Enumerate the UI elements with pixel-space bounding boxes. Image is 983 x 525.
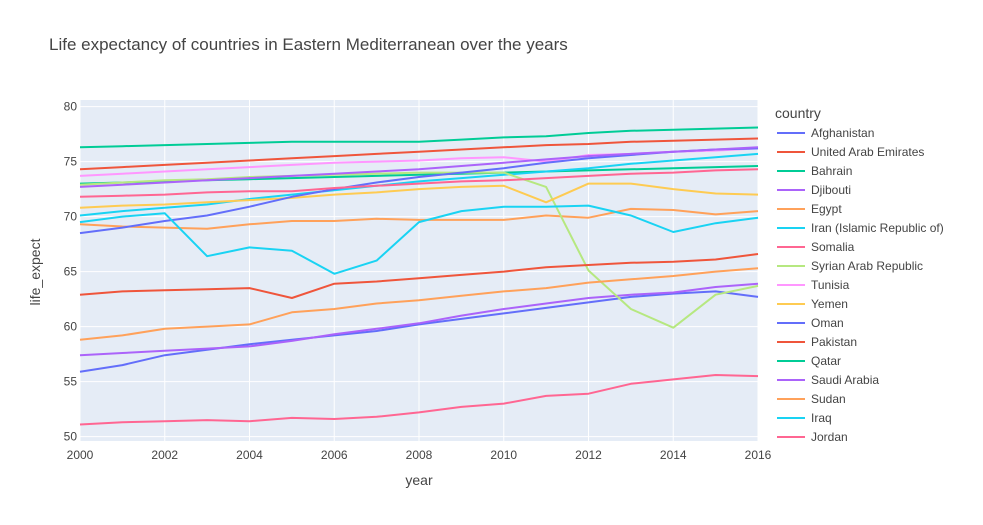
series-line-0: [79, 290, 759, 373]
y-tick-label-0: 50: [64, 430, 78, 444]
x-tick-label-8: 2016: [745, 448, 772, 462]
legend-label-14: Sudan: [811, 392, 846, 406]
legend-label-16: Jordan: [811, 430, 848, 444]
legend-label-6: Somalia: [811, 240, 855, 254]
x-axis-title: year: [405, 472, 433, 488]
legend: country Afghanistan United Arab Emirates B…: [775, 105, 944, 444]
x-tick-label-2: 2004: [236, 448, 263, 462]
x-tick-label-1: 2002: [151, 448, 178, 462]
series-line-12: [79, 126, 759, 149]
legend-label-10: Oman: [811, 316, 844, 330]
series-line-4: [79, 207, 759, 230]
y-axis-ticks: 50 55 60 65 70 75 80: [64, 100, 78, 444]
legend-label-9: Yemen: [811, 297, 848, 311]
chart-title: Life expectancy of countries in Eastern …: [49, 35, 568, 54]
legend-label-11: Pakistan: [811, 335, 857, 349]
legend-label-5: Iran (Islamic Republic of): [811, 221, 944, 235]
x-tick-label-3: 2006: [321, 448, 348, 462]
series-lines: [79, 126, 759, 426]
x-tick-label-0: 2000: [67, 448, 94, 462]
series-line-9: [79, 182, 759, 209]
legend-label-0: Afghanistan: [811, 126, 874, 140]
y-tick-label-4: 70: [64, 210, 78, 224]
x-axis-ticks: 2000 2002 2004 2006 2008 2010 2012 2014 2016: [67, 448, 772, 462]
x-tick-label-7: 2014: [660, 448, 687, 462]
x-tick-label-5: 2010: [490, 448, 517, 462]
series-line-14: [79, 267, 759, 341]
series-line-5: [79, 152, 759, 217]
x-tick-label-4: 2008: [406, 448, 433, 462]
series-line-13: [79, 146, 759, 188]
y-tick-label-6: 80: [64, 100, 78, 114]
series-line-7: [79, 171, 759, 329]
legend-title: country: [775, 105, 821, 121]
y-axis-title: life_expect: [27, 238, 43, 305]
series-line-16: [79, 168, 759, 198]
legend-label-15: Iraq: [811, 411, 832, 425]
y-tick-label-1: 55: [64, 375, 78, 389]
series-line-15: [79, 204, 759, 275]
legend-label-7: Syrian Arab Republic: [811, 259, 923, 273]
legend-label-4: Egypt: [811, 202, 842, 216]
series-line-11: [79, 253, 759, 299]
legend-label-13: Saudi Arabia: [811, 373, 879, 387]
series-line-6: [79, 374, 759, 426]
x-tick-label-6: 2012: [575, 448, 602, 462]
legend-label-1: United Arab Emirates: [811, 145, 924, 159]
legend-label-12: Qatar: [811, 354, 841, 368]
series-line-1: [79, 137, 759, 171]
series-line-3: [79, 282, 759, 357]
legend-label-3: Djibouti: [811, 183, 851, 197]
y-tick-label-3: 65: [64, 265, 78, 279]
y-tick-label-2: 60: [64, 320, 78, 334]
y-tick-label-5: 75: [64, 155, 78, 169]
legend-label-8: Tunisia: [811, 278, 850, 292]
legend-label-2: Bahrain: [811, 164, 852, 178]
